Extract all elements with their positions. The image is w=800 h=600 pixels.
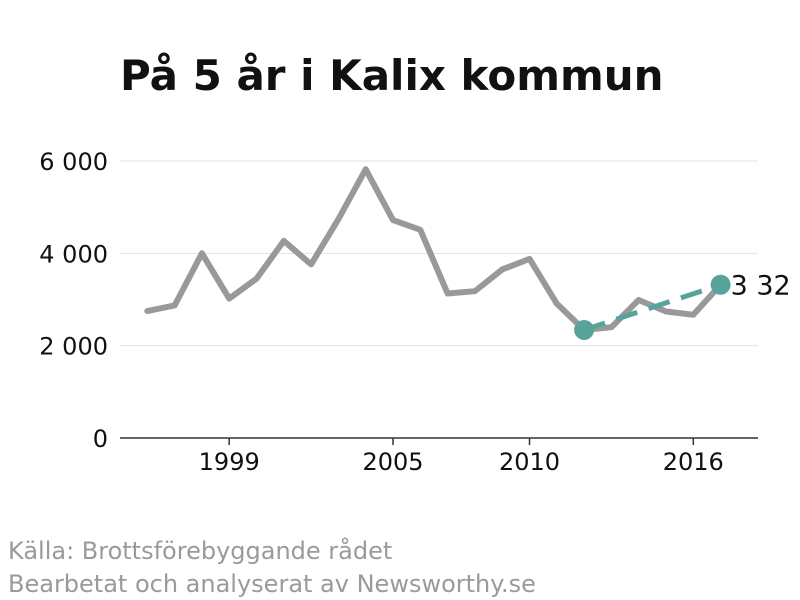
y-axis-ticks: 0 2 000 4 000 6 000 [39, 148, 108, 453]
y-tick-label: 6 000 [39, 148, 108, 176]
y-tick-label: 2 000 [39, 333, 108, 361]
y-tick-label: 4 000 [39, 240, 108, 268]
data-point-marker [574, 319, 595, 340]
chart-title: På 5 år i Kalix kommun [120, 51, 664, 100]
x-tick-label: 2010 [499, 448, 560, 476]
data-point-marker [710, 274, 731, 295]
source-line-2: Bearbetat och analyserat av Newsworthy.s… [8, 570, 536, 598]
x-tick-label: 1999 [199, 448, 260, 476]
source-line-1: Källa: Brottsförebyggande rådet [8, 536, 392, 565]
series-line [144, 166, 724, 333]
x-axis: 1999 2005 2010 2016 [120, 437, 758, 476]
y-tick-label: 0 [93, 425, 108, 453]
trend-line-dashed [583, 282, 722, 333]
series-lines [144, 166, 724, 333]
annotations: 3 32 [731, 271, 791, 302]
series-markers [574, 274, 731, 340]
end-value-label: 3 32 [731, 271, 791, 302]
x-tick-label: 2005 [362, 448, 423, 476]
gridlines [120, 160, 758, 347]
x-tick-label: 2016 [663, 448, 724, 476]
